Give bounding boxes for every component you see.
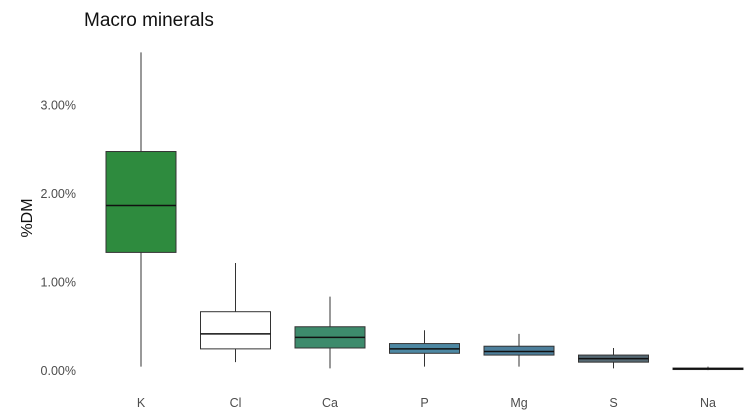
y-tick-label: 0.00%	[41, 364, 76, 378]
y-tick-label: 1.00%	[41, 276, 76, 290]
x-tick-label: Mg	[510, 396, 527, 410]
box-na	[672, 366, 744, 371]
x-tick-label: Na	[700, 396, 716, 410]
y-tick-label: 2.00%	[41, 187, 76, 201]
iqr-box	[105, 151, 177, 253]
box-mg	[483, 333, 555, 367]
x-tick-label: S	[609, 396, 617, 410]
box-series	[105, 52, 744, 371]
box-k	[105, 52, 177, 367]
box-p	[389, 330, 460, 367]
chart-title: Macro minerals	[84, 10, 214, 31]
y-axis-ticks: 0.00% 1.00% 2.00% 3.00%	[41, 99, 76, 379]
box-s	[578, 347, 649, 369]
x-tick-label: Cl	[230, 396, 242, 410]
x-tick-label: P	[420, 396, 428, 410]
x-tick-label: Ca	[322, 396, 338, 410]
iqr-box	[483, 345, 555, 356]
box-ca	[294, 296, 366, 369]
x-tick-label: K	[137, 396, 146, 410]
y-tick-label: 3.00%	[41, 99, 76, 113]
x-axis-ticks: K Cl Ca P Mg S Na	[137, 396, 716, 410]
y-axis-label: %DM	[19, 198, 36, 237]
iqr-box	[200, 311, 271, 350]
box-cl	[200, 263, 271, 363]
